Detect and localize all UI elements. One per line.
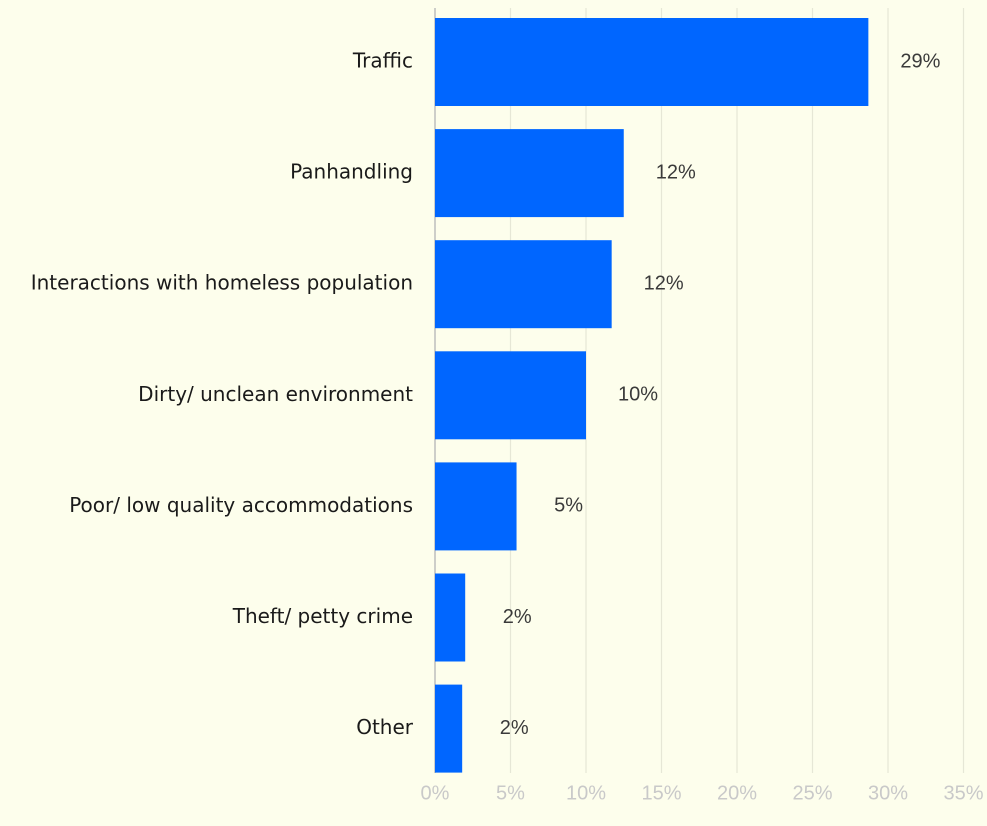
category-label: Other xyxy=(356,715,414,739)
x-axis-ticks: 0% 5% 10% 15% 20% 25% 30% 35% xyxy=(421,782,984,804)
bar xyxy=(435,573,466,662)
value-label: 2% xyxy=(500,717,529,739)
x-tick-label: 0% xyxy=(421,782,450,804)
category-label: Interactions with homeless population xyxy=(31,271,413,295)
value-label: 12% xyxy=(656,161,696,183)
value-label: 12% xyxy=(644,272,684,294)
x-tick-label: 10% xyxy=(566,782,606,804)
value-label: 10% xyxy=(618,384,658,406)
x-tick-label: 30% xyxy=(868,782,908,804)
category-label: Theft/ petty crime xyxy=(232,604,413,628)
bar xyxy=(435,684,463,773)
category-label: Dirty/ unclean environment xyxy=(138,382,413,406)
bar xyxy=(435,462,517,551)
x-tick-label: 15% xyxy=(641,782,681,804)
x-tick-label: 20% xyxy=(717,782,757,804)
x-tick-label: 5% xyxy=(496,782,525,804)
bar xyxy=(435,129,624,218)
x-tick-label: 35% xyxy=(943,782,983,804)
category-label: Poor/ low quality accommodations xyxy=(69,493,413,517)
category-label: Traffic xyxy=(352,49,413,73)
value-label: 5% xyxy=(554,495,583,517)
bar xyxy=(435,18,869,106)
value-label: 2% xyxy=(503,606,532,628)
bars-layer xyxy=(435,18,869,773)
labels-layer: Traffic 29% Panhandling 12% Interactions wit… xyxy=(31,49,941,740)
value-label: 29% xyxy=(900,50,940,72)
bar xyxy=(435,240,612,329)
category-label: Panhandling xyxy=(290,160,413,184)
x-tick-label: 25% xyxy=(792,782,832,804)
bar xyxy=(435,351,586,440)
